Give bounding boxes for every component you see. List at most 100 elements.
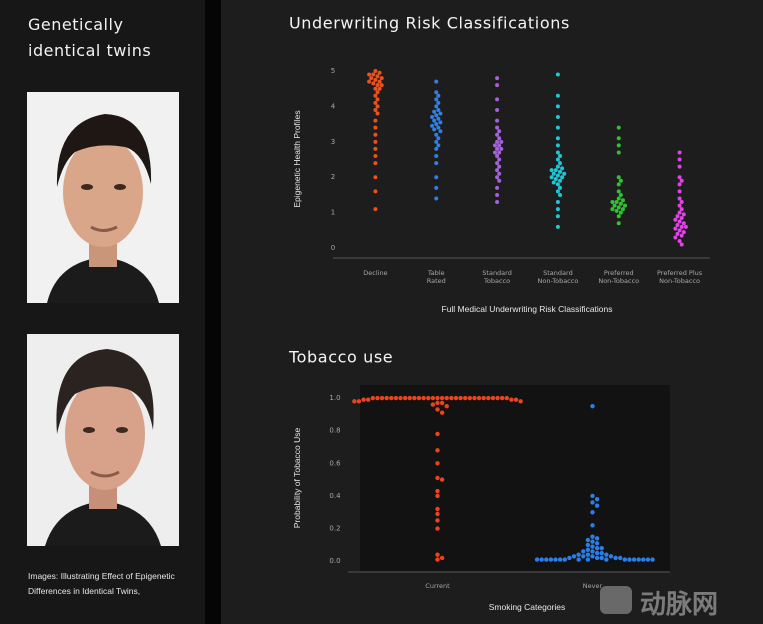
watermark: 动脉网 [640, 590, 719, 620]
dot [389, 395, 394, 401]
dot [585, 552, 591, 557]
dot [495, 118, 500, 123]
dot [371, 81, 376, 86]
dot [434, 196, 439, 201]
chart-title: Underwriting Risk Classifications [289, 14, 570, 33]
dot [571, 554, 577, 559]
dot [673, 217, 678, 222]
dot [375, 90, 380, 95]
x-tick-label: Standard Tobacco [482, 269, 512, 285]
dot [616, 125, 621, 130]
dot [590, 404, 595, 409]
dot [677, 210, 682, 215]
dot [436, 100, 441, 105]
dot [435, 557, 440, 562]
dot [436, 93, 441, 98]
dot [555, 173, 560, 178]
x-tick-label: Never [583, 582, 603, 590]
dot [373, 207, 378, 212]
dot [373, 161, 378, 166]
dot [373, 86, 378, 91]
dot [679, 224, 684, 229]
dot [495, 168, 500, 173]
dot [430, 402, 436, 407]
dot [590, 554, 595, 559]
dot [379, 395, 385, 401]
label-line: Preferred [604, 269, 634, 277]
dot [497, 136, 502, 141]
dot [435, 395, 440, 401]
dot [373, 77, 378, 82]
dot [618, 192, 623, 197]
x-tick-label: Current [425, 582, 450, 590]
dot [375, 395, 380, 401]
dot [367, 79, 372, 84]
dot [650, 557, 655, 562]
dot [560, 175, 565, 180]
dot [435, 400, 440, 406]
dot [495, 107, 500, 112]
dot [677, 182, 682, 187]
dot [599, 545, 604, 551]
dot [426, 395, 431, 401]
dot [549, 168, 554, 173]
caption: Images: Illustrating Effect of Epigeneti… [28, 571, 175, 596]
dot [416, 395, 422, 401]
y-tick-label: 0.0 [329, 557, 340, 565]
dot [683, 224, 688, 229]
dot [677, 228, 682, 233]
y-tick-label: 1 [331, 209, 335, 217]
dot [373, 153, 378, 158]
dot [679, 242, 684, 247]
dot [681, 230, 686, 235]
dot [612, 203, 617, 208]
dot [373, 107, 378, 112]
dot [434, 146, 439, 151]
dot [599, 555, 604, 561]
dot [614, 200, 619, 205]
dot [553, 177, 558, 182]
dot [562, 171, 567, 176]
dot [616, 150, 621, 155]
dot [476, 395, 482, 401]
dot [620, 207, 625, 212]
dot [590, 493, 595, 499]
dot [677, 164, 682, 169]
dot [490, 395, 496, 401]
dot [555, 93, 560, 98]
label-line: Preferred Plus [657, 269, 703, 277]
dot [585, 542, 591, 548]
dot [675, 214, 680, 219]
x-tick-label: Preferred Non-Tobacco [598, 269, 639, 285]
dot [436, 116, 441, 121]
label-line: Non-Tobacco [538, 277, 579, 285]
dot [681, 212, 686, 217]
dot [495, 97, 500, 102]
dot [562, 557, 567, 562]
dot [435, 461, 440, 466]
y-tick-label: 0.6 [329, 459, 341, 467]
dot [497, 178, 502, 183]
dot [373, 146, 378, 151]
y-tick-label: 0.4 [329, 492, 341, 500]
dot [677, 219, 682, 224]
dot [544, 557, 549, 562]
dot [458, 395, 463, 401]
dot [610, 207, 615, 212]
dot [679, 233, 684, 238]
dot [495, 192, 500, 197]
dot [641, 557, 646, 562]
dot [495, 200, 500, 205]
dot [421, 395, 426, 401]
dot [435, 552, 440, 557]
dot [497, 171, 502, 176]
dot [499, 395, 505, 401]
dot [576, 552, 581, 557]
dot [618, 178, 623, 183]
y-tick-label: 2 [331, 173, 335, 181]
dot [495, 153, 500, 158]
y-tick-label: 0.2 [329, 525, 340, 533]
dot [677, 150, 682, 155]
dot [375, 97, 380, 102]
